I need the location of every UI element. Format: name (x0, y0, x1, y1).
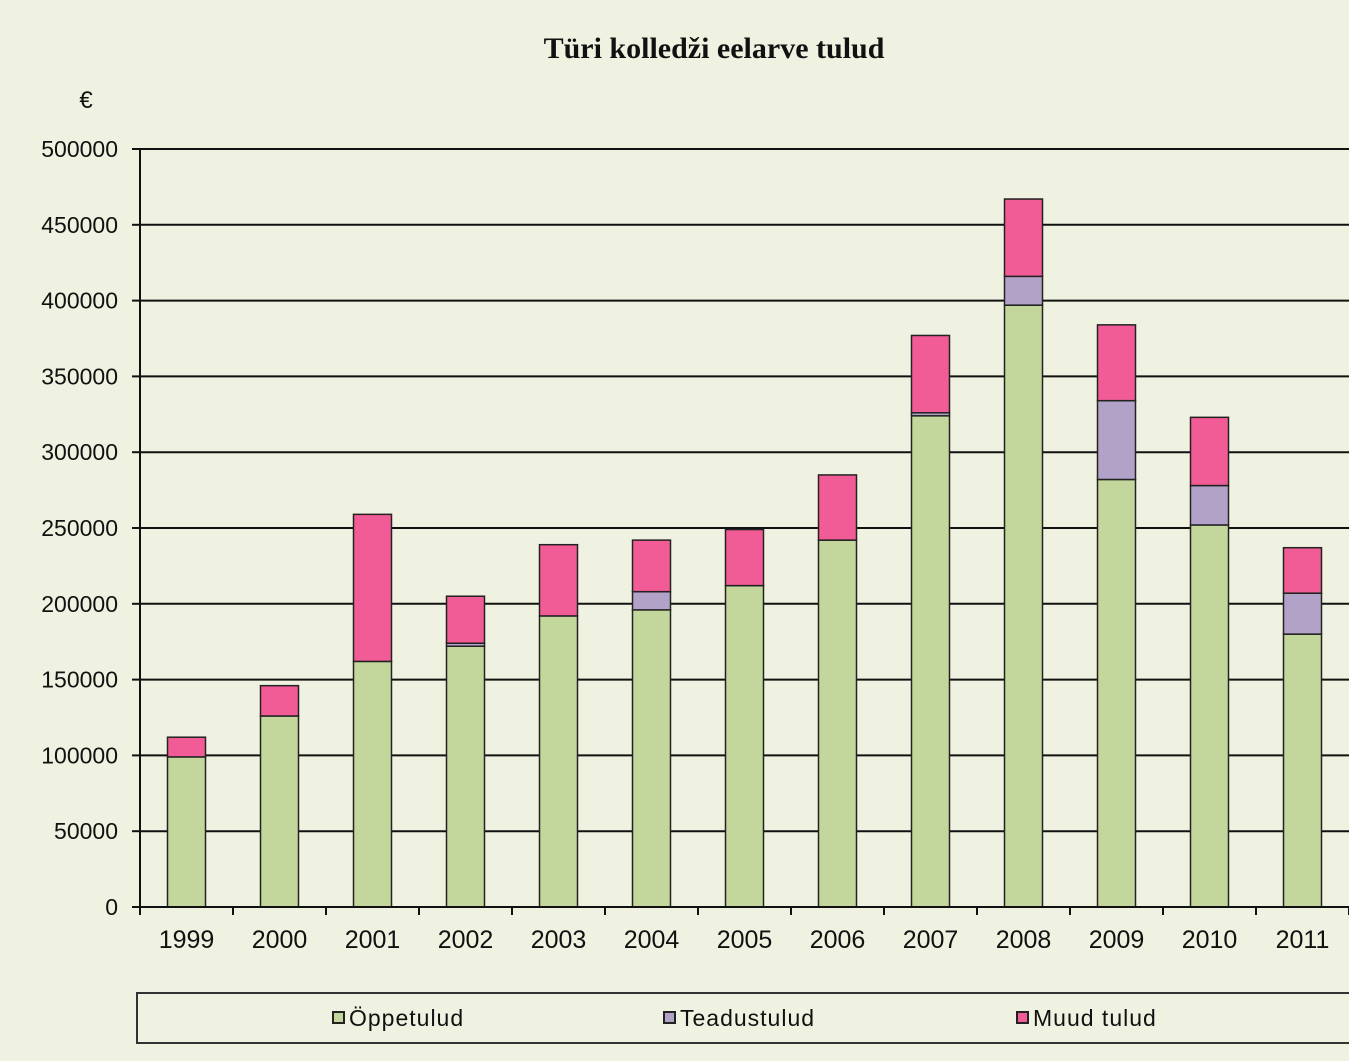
bars (166, 198, 1323, 908)
bar-segment-muud-tulud (1003, 198, 1044, 278)
bar-segment-oppetulud (1189, 524, 1230, 908)
bar-segment-muud-tulud (1096, 324, 1137, 402)
bar-segment-muud-tulud (259, 684, 300, 717)
bar-segment-muud-tulud (1282, 546, 1323, 594)
axes (132, 148, 1349, 915)
bar-segment-muud-tulud (1189, 416, 1230, 487)
x-tick-labels: 1999 2000 2001 2002 2003 2004 2005 2006 2007 2008… (159, 926, 1330, 954)
bar-segment-oppetulud (1003, 304, 1044, 908)
bar-segment-oppetulud (166, 756, 207, 908)
bar-segment-oppetulud (1282, 633, 1323, 908)
legend-label: Öppetulud (349, 1005, 464, 1031)
y-tick-label: 0 (105, 894, 118, 920)
y-axis-unit-label: € (79, 87, 93, 114)
y-tick-label: 300000 (41, 439, 118, 465)
legend-swatch (332, 1011, 345, 1024)
legend-label: Muud tulud (1033, 1005, 1157, 1031)
y-tick-label: 450000 (41, 212, 118, 238)
bar-segment-muud-tulud (910, 334, 951, 414)
y-tick-label: 500000 (41, 136, 118, 162)
y-tick-label: 100000 (41, 742, 118, 768)
y-tick-label: 400000 (41, 288, 118, 314)
x-tick-label: 2001 (345, 926, 401, 954)
y-tick-label: 200000 (41, 591, 118, 617)
x-tick-label: 2009 (1089, 926, 1145, 954)
bar-segment-muud-tulud (631, 539, 672, 593)
bar-segment-oppetulud (631, 609, 672, 908)
x-tick-label: 2003 (531, 926, 587, 954)
bar-segment-oppetulud (1096, 478, 1137, 908)
bar-segment-teadustulud (1282, 592, 1323, 635)
bar-segment-teadustulud (1189, 484, 1230, 526)
bar-segment-muud-tulud (724, 528, 765, 587)
x-tick-label: 1999 (159, 926, 215, 954)
bar-segment-muud-tulud (166, 736, 207, 758)
x-tick-label: 2004 (624, 926, 680, 954)
y-tick-labels: 0 50000 100000 150000 200000 250000 300000 3500… (41, 136, 118, 920)
x-tick-label: 2005 (717, 926, 773, 954)
bar-segment-oppetulud (724, 584, 765, 908)
bar-segment-oppetulud (910, 415, 951, 908)
bar-segment-muud-tulud (538, 543, 579, 617)
legend-label: Teadustulud (680, 1005, 815, 1031)
bar-segment-muud-tulud (445, 595, 486, 644)
bar-segment-muud-tulud (352, 513, 393, 663)
bar-segment-oppetulud (817, 539, 858, 908)
y-tick-label: 150000 (41, 667, 118, 693)
legend-swatch (663, 1011, 676, 1024)
x-tick-label: 2011 (1276, 926, 1330, 954)
bar-segment-teadustulud (631, 590, 672, 611)
legend-swatch (1016, 1011, 1029, 1024)
x-tick-label: 2010 (1182, 926, 1238, 954)
x-tick-label: 2007 (903, 926, 959, 954)
bar-segment-teadustulud (1096, 399, 1137, 481)
bar-segment-oppetulud (259, 715, 300, 908)
bar-segment-muud-tulud (817, 474, 858, 541)
y-tick-label: 350000 (41, 363, 118, 389)
chart-title: Türi kolledži eelarve tulud (544, 32, 885, 65)
x-tick-label: 2002 (438, 926, 494, 954)
bar-segment-oppetulud (352, 660, 393, 908)
x-tick-label: 2000 (252, 926, 308, 954)
bar-segment-oppetulud (445, 645, 486, 908)
bar-segment-oppetulud (538, 615, 579, 908)
bar-segment-teadustulud (1003, 275, 1044, 306)
x-tick-label: 2006 (810, 926, 866, 954)
legend: Öppetulud Teadustulud Muud tulud (136, 992, 1349, 1044)
y-tick-label: 50000 (54, 818, 118, 844)
x-tick-label: 2008 (996, 926, 1052, 954)
y-tick-label: 250000 (41, 515, 118, 541)
